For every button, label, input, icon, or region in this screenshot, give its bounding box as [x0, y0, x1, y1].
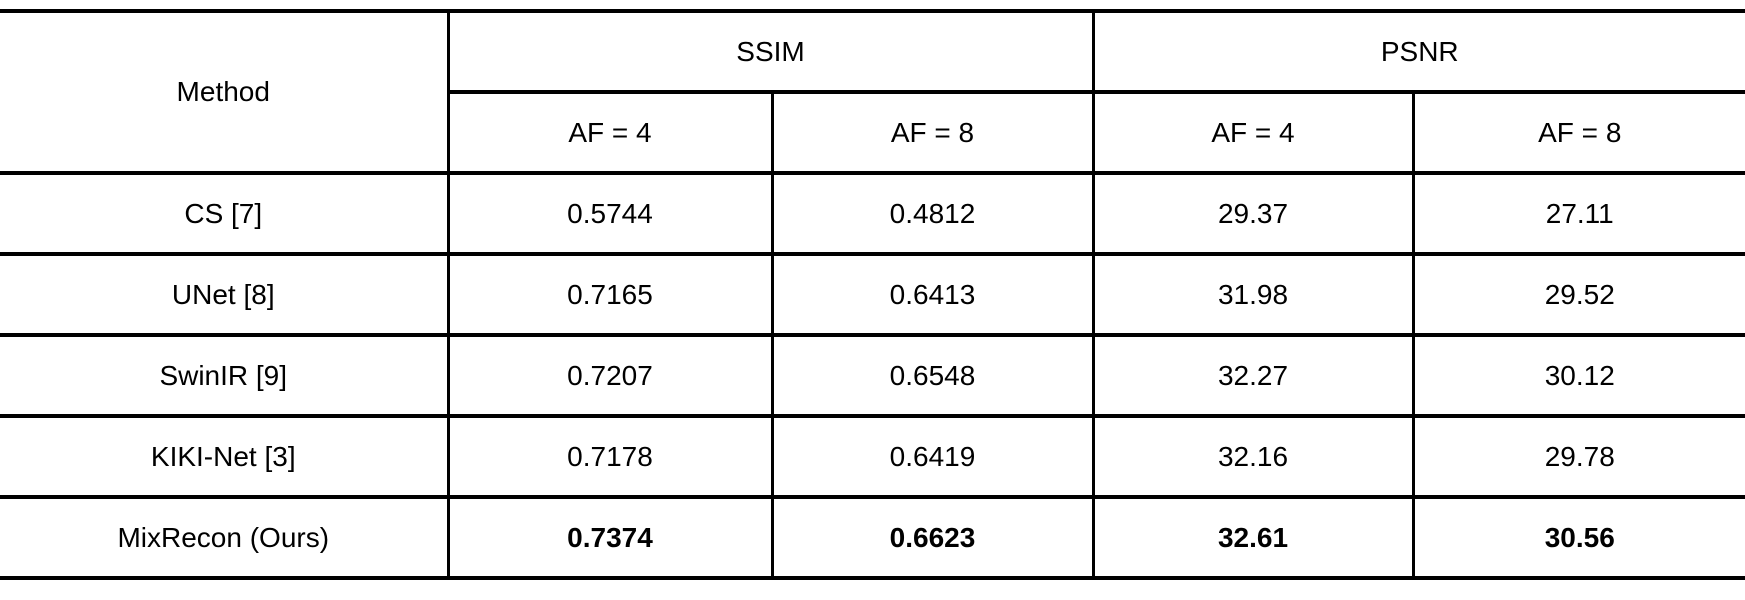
value-cell-psnr-af4: 32.61 — [1091, 495, 1415, 580]
header-method: Method — [0, 9, 450, 175]
value-cell-ssim-af8: 0.6623 — [770, 495, 1095, 580]
header-group-ssim: SSIM — [446, 9, 1095, 94]
method-cell: UNet [8] — [0, 252, 450, 337]
value-cell-ssim-af4: 0.5744 — [446, 171, 774, 256]
value-cell-ssim-af4: 0.7374 — [446, 495, 774, 580]
value-cell-psnr-af4: 31.98 — [1091, 252, 1415, 337]
value-cell-psnr-af4: 29.37 — [1091, 171, 1415, 256]
value-cell-ssim-af4: 0.7207 — [446, 333, 774, 418]
value-cell-ssim-af8: 0.4812 — [770, 171, 1095, 256]
method-cell: CS [7] — [0, 171, 450, 256]
value-cell-psnr-af8: 30.56 — [1411, 495, 1745, 580]
header-psnr-af8: AF = 8 — [1411, 90, 1745, 175]
method-cell: KIKI-Net [3] — [0, 414, 450, 499]
table-row: UNet [8] 0.7165 0.6413 31.98 29.52 — [0, 252, 1745, 337]
value-cell-psnr-af8: 29.52 — [1411, 252, 1745, 337]
value-cell-ssim-af4: 0.7178 — [446, 414, 774, 499]
results-table: Method SSIM PSNR AF = 4 AF = 8 AF = 4 AF… — [0, 9, 1745, 580]
header-row-subcols: AF = 4 AF = 8 AF = 4 AF = 8 — [0, 90, 1745, 175]
header-ssim-af4: AF = 4 — [448, 90, 774, 175]
value-cell-psnr-af8: 29.78 — [1411, 414, 1745, 499]
table-row: SwinIR [9] 0.7207 0.6548 32.27 30.12 — [0, 333, 1745, 418]
table-row-ours: MixRecon (Ours) 0.7374 0.6623 32.61 30.5… — [0, 495, 1745, 580]
value-cell-psnr-af8: 30.12 — [1411, 333, 1745, 418]
value-cell-ssim-af8: 0.6419 — [770, 414, 1095, 499]
value-cell-psnr-af4: 32.16 — [1091, 414, 1415, 499]
header-group-psnr: PSNR — [1091, 9, 1745, 94]
value-cell-ssim-af8: 0.6413 — [770, 252, 1095, 337]
value-cell-psnr-af8: 27.11 — [1411, 171, 1745, 256]
table-row: CS [7] 0.5744 0.4812 29.37 27.11 — [0, 171, 1745, 256]
header-row-groups: Method SSIM PSNR — [0, 9, 1745, 175]
header-psnr-af4: AF = 4 — [1091, 90, 1415, 175]
value-cell-ssim-af4: 0.7165 — [446, 252, 774, 337]
method-cell: MixRecon (Ours) — [0, 495, 450, 580]
header-ssim-af8: AF = 8 — [770, 90, 1095, 175]
value-cell-ssim-af8: 0.6548 — [770, 333, 1095, 418]
value-cell-psnr-af4: 32.27 — [1091, 333, 1415, 418]
table-row: KIKI-Net [3] 0.7178 0.6419 32.16 29.78 — [0, 414, 1745, 499]
method-cell: SwinIR [9] — [0, 333, 450, 418]
